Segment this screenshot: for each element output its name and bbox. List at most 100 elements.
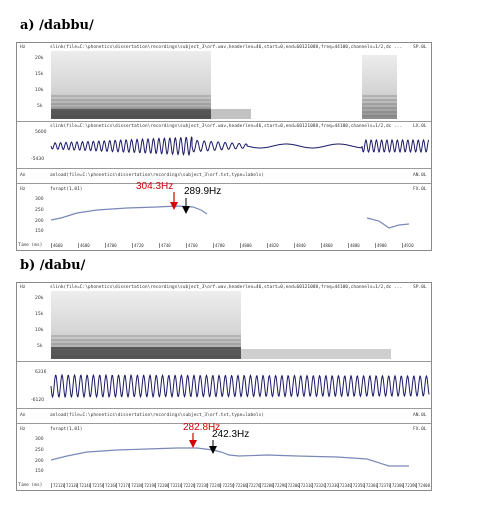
time-tick: 72210 <box>168 483 183 488</box>
time-tick: 72180 <box>129 483 144 488</box>
time-tick: 72130 <box>64 483 79 488</box>
time-tick: 4840 <box>294 243 306 248</box>
time-tick: 72310 <box>298 483 313 488</box>
panel-a-f0-contour <box>50 205 410 229</box>
time-tick: 4760 <box>186 243 198 248</box>
f0-tick: 150 <box>35 469 44 474</box>
panel-b-spectrogram: Hz slink(file=C:\phonetics\dissertation\… <box>17 283 431 362</box>
panel-b-spec-id: SP.0L <box>413 285 427 290</box>
panel-b-wave-trace <box>50 373 430 399</box>
time-tick: 4920 <box>402 243 414 248</box>
spec-tick: 20k <box>35 296 44 301</box>
panel-b-an-header: anload(file=C:\phonetics\dissertation\re… <box>50 413 265 418</box>
spec-tick: 10k <box>35 88 44 93</box>
panel-a-spec-header: slink(file=C:\phonetics\dissertation\rec… <box>50 45 403 50</box>
panel-b-annotation: An anload(file=C:\phonetics\dissertation… <box>17 409 431 424</box>
panel-a-spectrogram: Hz slink(file=C:\phonetics\dissertation\… <box>17 43 431 122</box>
panel-a-an-label: An <box>20 173 26 178</box>
panel-b-title: b) /dabu/ <box>20 258 86 273</box>
spec-tick: 5k <box>37 104 43 109</box>
time-tick: 72260 <box>233 483 248 488</box>
time-tick: 72380 <box>389 483 404 488</box>
time-tick: 4700 <box>105 243 117 248</box>
panel-a-f0: Hz fxrapt(1,01) FX.0L 300 250 200 150 <box>17 184 431 241</box>
time-tick: 72400 <box>415 483 430 488</box>
panel-a-f0-unit: Hz <box>20 187 26 192</box>
panel-b-f0-id: FX.0L <box>413 427 427 432</box>
panel-b-an-id: AN.0L <box>413 413 427 418</box>
time-tick: 72220 <box>181 483 196 488</box>
panel-a-frame: Hz slink(file=C:\phonetics\dissertation\… <box>16 42 432 251</box>
spec-tick: 10k <box>35 328 44 333</box>
time-tick: 4860 <box>321 243 333 248</box>
spec-tick: 15k <box>35 312 44 317</box>
time-tick: 4780 <box>213 243 225 248</box>
time-tick: 72330 <box>324 483 339 488</box>
f0-tick: 150 <box>35 229 44 234</box>
time-tick: 72160 <box>103 483 118 488</box>
panel-b-f0-unit: Hz <box>20 427 26 432</box>
panel-b-time-label: Time (ms) <box>18 483 43 488</box>
panel-b-spec-header: slink(file=C:\phonetics\dissertation\rec… <box>50 285 403 290</box>
time-tick: 4720 <box>132 243 144 248</box>
panel-b-f0-contour <box>50 447 409 467</box>
time-tick: 72120 <box>51 483 66 488</box>
time-tick: 72360 <box>363 483 378 488</box>
panel-b-f0-header: fxrapt(1,01) <box>50 427 83 432</box>
time-tick: 4660 <box>51 243 63 248</box>
panel-a-red-value: 304.3Hz <box>136 181 174 192</box>
panel-a-an-header: anload(file=C:\phonetics\dissertation\re… <box>50 173 265 178</box>
spec-tick: 20k <box>35 56 44 61</box>
time-tick: 72230 <box>194 483 209 488</box>
time-tick: 4800 <box>240 243 252 248</box>
panel-a-spec-id: SP.0L <box>413 45 427 50</box>
panel-b-waveform: 6316 -6120 <box>17 362 431 409</box>
time-tick: 72170 <box>116 483 131 488</box>
panel-a-wave-header: slink(file=C:\phonetics\dissertation\rec… <box>50 124 403 129</box>
time-tick: 72370 <box>376 483 391 488</box>
time-tick: 72290 <box>272 483 287 488</box>
time-tick: 72190 <box>142 483 157 488</box>
wave-bottom-value: -6120 <box>31 398 45 403</box>
panel-a-annotation: An anload(file=C:\phonetics\dissertation… <box>17 169 431 184</box>
f0-tick: 300 <box>35 197 44 202</box>
f0-tick: 250 <box>35 448 44 453</box>
panel-b-black-value: 242.3Hz <box>212 429 250 440</box>
time-tick: 72300 <box>285 483 300 488</box>
spec-tick: 15k <box>35 72 44 77</box>
time-tick: 72150 <box>90 483 105 488</box>
time-tick: 4680 <box>78 243 90 248</box>
time-tick: 72200 <box>155 483 170 488</box>
time-tick: 72320 <box>311 483 326 488</box>
time-tick: 72270 <box>246 483 261 488</box>
panel-b-red-value: 282.8Hz <box>183 422 221 433</box>
time-tick: 72140 <box>77 483 92 488</box>
panel-a-f0-id: FX.0L <box>413 187 427 192</box>
panel-a-spec-unit: Hz <box>20 45 26 50</box>
panel-a-black-value: 289.9Hz <box>184 186 222 197</box>
wave-top-value: 5600 <box>35 130 47 135</box>
time-tick: 4820 <box>267 243 279 248</box>
panel-b-time-axis: Time (ms) 72120 72130 72140 72150 72160 72170… <box>17 480 431 490</box>
time-tick: 4740 <box>159 243 171 248</box>
spec-tick: 5k <box>37 344 43 349</box>
panel-a-spec-image <box>51 51 397 119</box>
f0-tick: 300 <box>35 437 44 442</box>
panel-a-title: a) /dabbu/ <box>20 18 94 33</box>
panel-a-wave-id: LX.0L <box>413 124 427 129</box>
f0-tick: 200 <box>35 219 44 224</box>
panel-b-spec-image <box>51 291 391 359</box>
time-tick: 72240 <box>207 483 222 488</box>
time-tick: 4880 <box>348 243 360 248</box>
panel-b-spec-unit: Hz <box>20 285 26 290</box>
time-tick: 4900 <box>375 243 387 248</box>
panel-b-an-label: An <box>20 413 26 418</box>
panel-a-waveform: slink(file=C:\phonetics\dissertation\rec… <box>17 122 431 169</box>
time-tick: 72280 <box>259 483 274 488</box>
panel-a-time-label: Time (ms) <box>18 243 43 248</box>
panel-b-frame: Hz slink(file=C:\phonetics\dissertation\… <box>16 282 432 491</box>
panel-a-f0-header: fxrapt(1,01) <box>50 187 83 192</box>
panel-a-an-id: AN.0L <box>413 173 427 178</box>
time-tick: 72340 <box>337 483 352 488</box>
time-tick: 72390 <box>402 483 417 488</box>
